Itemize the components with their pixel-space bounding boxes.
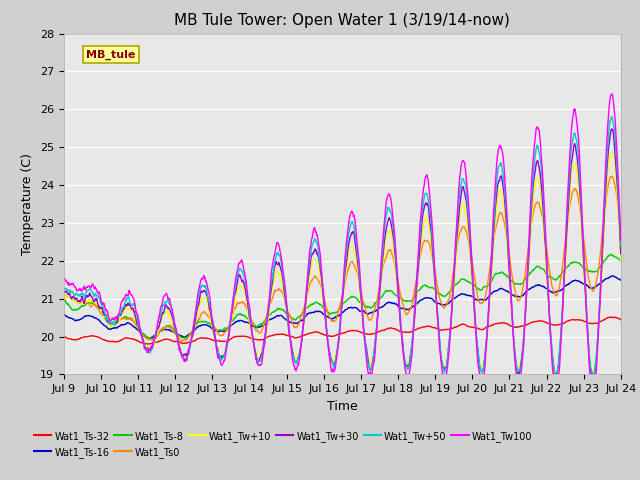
Wat1_Ts-8	[60, 296, 68, 301]
Wat1_Tw100	[609, 91, 616, 97]
Wat1_Ts-16	[551, 289, 559, 295]
Wat1_Ts-32	[617, 317, 625, 323]
Wat1_Tw+50	[170, 320, 178, 325]
Wat1_Tw+30	[515, 372, 522, 377]
Wat1_Ts-32	[144, 341, 152, 347]
Wat1_Tw+10	[429, 255, 436, 261]
Text: MB_tule: MB_tule	[86, 49, 136, 60]
Wat1_Ts-16	[184, 332, 192, 338]
Line: Wat1_Tw+30: Wat1_Tw+30	[64, 129, 621, 374]
Line: Wat1_Ts-8: Wat1_Ts-8	[64, 254, 621, 339]
Line: Wat1_Ts-16: Wat1_Ts-16	[64, 276, 621, 339]
Wat1_Ts0	[607, 173, 615, 179]
Wat1_Ts-32	[171, 338, 179, 344]
Wat1_Ts-16	[60, 312, 68, 317]
Wat1_Tw+30	[551, 372, 559, 377]
Wat1_Ts0	[60, 293, 68, 299]
Wat1_Ts0	[429, 259, 437, 265]
Wat1_Tw+50	[552, 372, 559, 377]
Wat1_Ts-8	[502, 273, 509, 278]
Wat1_Ts0	[551, 292, 559, 298]
Wat1_Tw+50	[607, 114, 615, 120]
Wat1_Ts0	[177, 338, 184, 344]
Wat1_Tw100	[617, 238, 625, 243]
Wat1_Tw+30	[617, 251, 625, 257]
X-axis label: Time: Time	[327, 400, 358, 413]
Wat1_Ts-32	[429, 325, 437, 331]
Wat1_Tw+30	[607, 126, 615, 132]
Wat1_Ts-32	[246, 335, 254, 341]
Line: Wat1_Ts0: Wat1_Ts0	[64, 176, 621, 341]
Wat1_Tw+50	[617, 242, 625, 248]
Wat1_Tw+30	[429, 248, 436, 254]
Wat1_Ts-8	[617, 258, 625, 264]
Wat1_Ts-16	[171, 329, 179, 335]
Wat1_Ts0	[502, 228, 509, 234]
Wat1_Tw100	[502, 192, 509, 198]
Wat1_Tw+30	[184, 351, 191, 357]
Wat1_Tw100	[170, 320, 178, 326]
Wat1_Ts-8	[171, 328, 179, 334]
Wat1_Tw+50	[246, 317, 254, 323]
Wat1_Ts-32	[607, 314, 614, 320]
Wat1_Ts0	[170, 329, 178, 335]
Wat1_Ts-32	[60, 334, 68, 339]
Wat1_Ts0	[184, 335, 192, 340]
Wat1_Tw+10	[609, 149, 616, 155]
Wat1_Ts-8	[184, 334, 192, 339]
Wat1_Tw100	[60, 276, 68, 281]
Wat1_Tw+30	[246, 317, 254, 323]
Wat1_Ts-32	[184, 340, 192, 346]
Wat1_Tw100	[551, 372, 559, 377]
Wat1_Tw+10	[551, 366, 559, 372]
Wat1_Tw+10	[170, 325, 178, 331]
Wat1_Tw+10	[553, 370, 561, 375]
Wat1_Ts-8	[148, 336, 156, 342]
Line: Wat1_Tw100: Wat1_Tw100	[64, 94, 621, 374]
Wat1_Ts-8	[429, 285, 437, 291]
Wat1_Tw+10	[502, 219, 509, 225]
Wat1_Tw+10	[617, 258, 625, 264]
Wat1_Tw+50	[502, 200, 509, 205]
Wat1_Ts-32	[551, 323, 559, 328]
Wat1_Tw100	[184, 350, 191, 356]
Wat1_Ts-16	[429, 297, 437, 303]
Wat1_Tw+30	[170, 324, 178, 329]
Wat1_Tw+50	[60, 285, 68, 291]
Wat1_Ts-16	[609, 273, 616, 279]
Wat1_Ts-8	[551, 277, 559, 283]
Wat1_Tw+10	[60, 292, 68, 298]
Wat1_Ts-16	[246, 322, 254, 327]
Wat1_Ts-32	[502, 321, 509, 326]
Wat1_Ts0	[246, 315, 254, 321]
Wat1_Tw100	[365, 372, 372, 377]
Wat1_Ts-8	[606, 252, 614, 257]
Wat1_Tw+10	[246, 323, 254, 329]
Wat1_Tw100	[246, 309, 254, 314]
Wat1_Tw+50	[551, 370, 559, 376]
Line: Wat1_Ts-32: Wat1_Ts-32	[64, 317, 621, 344]
Wat1_Tw+30	[502, 209, 509, 215]
Wat1_Tw+50	[184, 350, 191, 356]
Y-axis label: Temperature (C): Temperature (C)	[22, 153, 35, 255]
Wat1_Ts0	[617, 228, 625, 233]
Wat1_Ts-16	[502, 288, 509, 294]
Line: Wat1_Tw+10: Wat1_Tw+10	[64, 152, 621, 372]
Wat1_Ts-8	[246, 318, 254, 324]
Wat1_Tw+30	[60, 288, 68, 294]
Wat1_Tw+50	[429, 241, 436, 247]
Line: Wat1_Tw+50: Wat1_Tw+50	[64, 117, 621, 374]
Wat1_Tw+10	[184, 349, 191, 355]
Wat1_Ts-16	[617, 277, 625, 283]
Legend: Wat1_Ts-32, Wat1_Ts-16, Wat1_Ts-8, Wat1_Ts0, Wat1_Tw+10, Wat1_Tw+30, Wat1_Tw+50,: Wat1_Ts-32, Wat1_Ts-16, Wat1_Ts-8, Wat1_…	[30, 427, 536, 461]
Wat1_Ts-16	[145, 336, 153, 342]
Wat1_Tw100	[429, 237, 437, 242]
Title: MB Tule Tower: Open Water 1 (3/19/14-now): MB Tule Tower: Open Water 1 (3/19/14-now…	[175, 13, 510, 28]
